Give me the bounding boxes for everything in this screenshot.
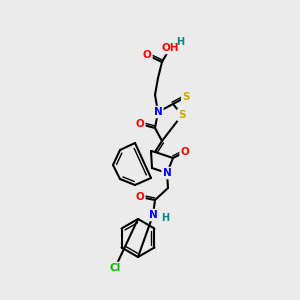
Text: N: N: [163, 168, 171, 178]
Text: H: H: [176, 37, 184, 47]
Text: O: O: [181, 147, 189, 157]
Text: S: S: [178, 110, 186, 120]
Text: O: O: [136, 119, 144, 129]
Text: O: O: [136, 192, 144, 202]
Text: Cl: Cl: [110, 263, 121, 273]
Text: H: H: [161, 213, 169, 223]
Text: N: N: [154, 107, 162, 117]
Text: OH: OH: [161, 43, 179, 53]
Text: N: N: [154, 107, 162, 117]
Text: S: S: [182, 92, 190, 102]
Text: N: N: [148, 210, 158, 220]
Text: O: O: [142, 50, 152, 60]
Text: S: S: [182, 92, 190, 102]
Text: O: O: [136, 192, 144, 202]
Text: O: O: [136, 119, 144, 129]
Text: S: S: [178, 110, 186, 120]
Text: H: H: [161, 213, 169, 223]
Text: OH: OH: [161, 43, 179, 53]
Text: O: O: [181, 147, 189, 157]
Text: N: N: [148, 210, 158, 220]
Text: H: H: [176, 37, 184, 47]
Text: Cl: Cl: [110, 263, 121, 273]
Text: O: O: [142, 50, 152, 60]
Text: N: N: [163, 168, 171, 178]
